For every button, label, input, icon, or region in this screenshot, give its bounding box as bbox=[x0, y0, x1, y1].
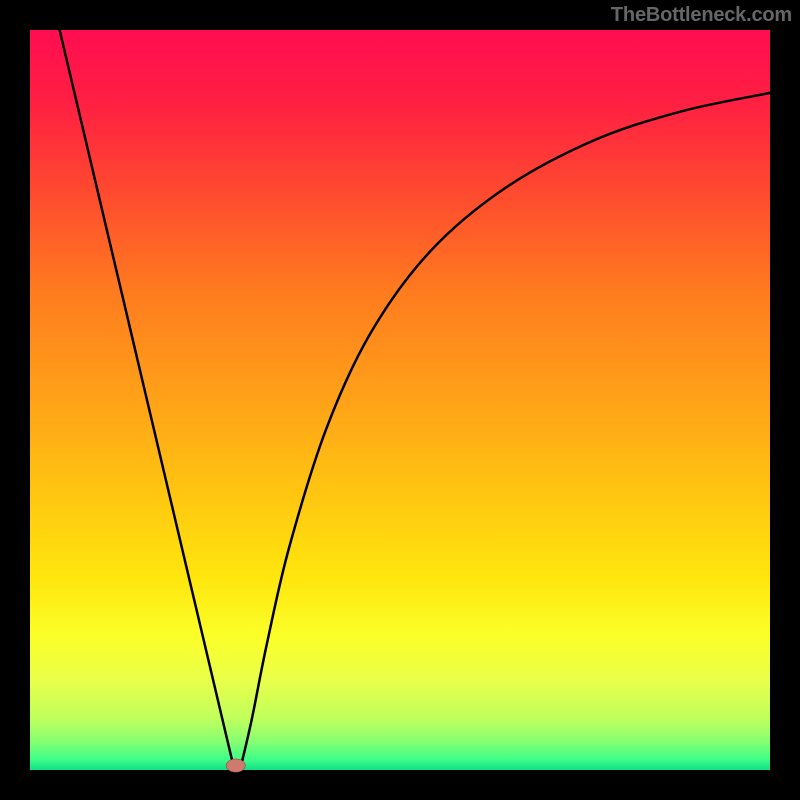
watermark-label: TheBottleneck.com bbox=[611, 4, 792, 27]
bottleneck-chart bbox=[0, 0, 800, 800]
chart-container bbox=[0, 0, 800, 800]
